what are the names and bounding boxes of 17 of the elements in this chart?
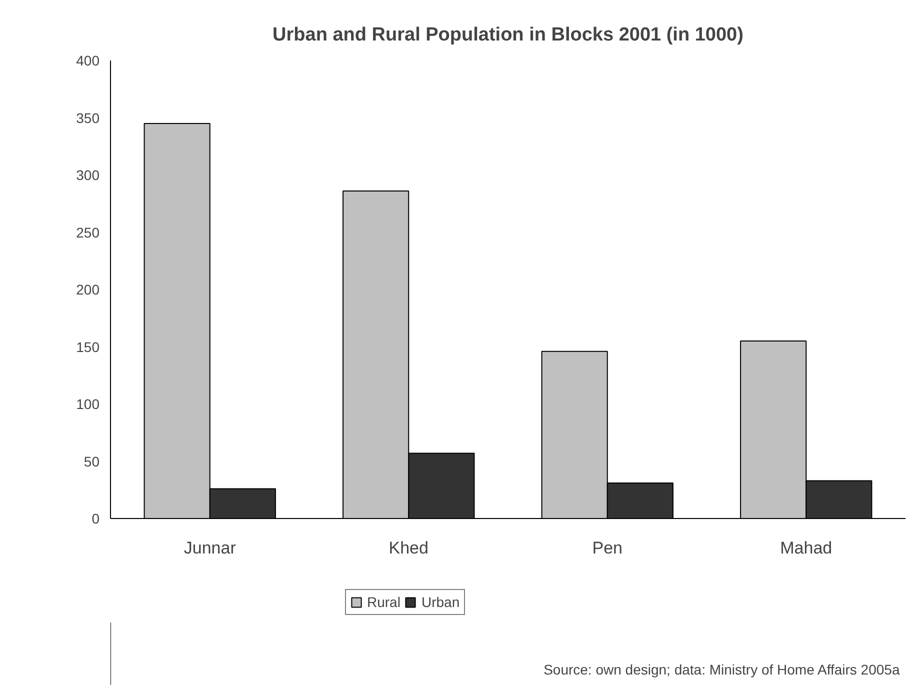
x-tick-label: Mahad [780, 538, 832, 558]
y-tick-label: 100 [76, 396, 100, 412]
legend-label: Urban [421, 594, 460, 610]
x-tick-label: Junnar [184, 538, 236, 558]
y-tick-label: 400 [76, 52, 100, 68]
y-tick-label: 50 [84, 453, 100, 470]
y-tick-label: 150 [76, 338, 100, 355]
legend-label: Rural [367, 594, 400, 610]
chart-title: Urban and Rural Population in Blocks 2001 (in 1000) [272, 24, 744, 46]
x-tick-label: Khed [388, 538, 428, 558]
y-tick-label: 200 [76, 282, 100, 298]
y-tick-label: 250 [76, 224, 100, 240]
source-note: Source: own design; data: Ministry of Home Affairs 2005a [544, 662, 900, 678]
y-tick-label: 350 [76, 110, 100, 126]
y-tick-label: 300 [76, 167, 100, 183]
y-tick-label: 0 [92, 510, 100, 526]
x-tick-label: Pen [592, 538, 622, 558]
